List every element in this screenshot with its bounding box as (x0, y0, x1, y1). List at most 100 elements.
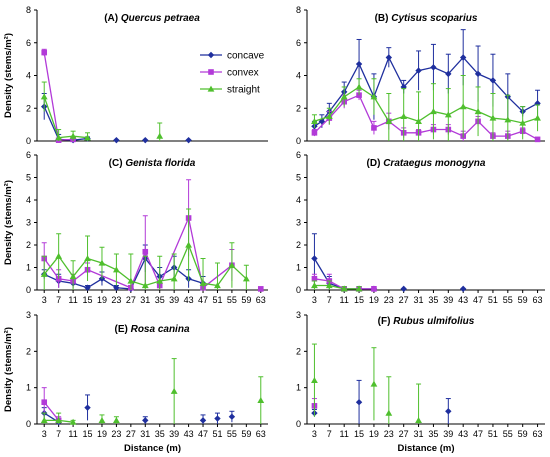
data-point (311, 255, 318, 262)
x-tick-label: 3 (312, 295, 317, 305)
data-point (141, 282, 149, 289)
y-axis-label: Density (stems/m²) (3, 327, 14, 412)
data-point (69, 273, 77, 280)
x-tick-label: 59 (518, 429, 528, 439)
x-tick-label: 19 (369, 429, 379, 439)
y-tick-label: 3 (296, 310, 301, 320)
series-straight (311, 75, 541, 141)
x-tick-label: 7 (327, 295, 332, 305)
data-point (69, 418, 77, 425)
data-point (311, 275, 318, 282)
data-point (444, 111, 452, 118)
data-point (519, 119, 527, 126)
x-tick-label: 43 (458, 429, 468, 439)
data-point (170, 275, 178, 282)
data-point (415, 117, 422, 124)
data-point (430, 64, 437, 71)
series-convex (41, 48, 76, 143)
data-point (98, 416, 106, 423)
x-tick-label: 59 (241, 429, 251, 439)
x-tick-label: 55 (227, 295, 237, 305)
data-point (474, 70, 482, 78)
data-point (355, 399, 363, 406)
y-tick-label: 4 (26, 195, 31, 205)
x-tick-label: 39 (169, 429, 179, 439)
x-tick-label: 7 (56, 295, 61, 305)
x-tick-label: 27 (126, 295, 136, 305)
panel-title: (E) Rosa canina (114, 324, 189, 335)
y-tick-label: 2 (26, 240, 31, 250)
data-point (55, 416, 63, 423)
data-point (185, 136, 192, 144)
series-straight (40, 208, 250, 290)
data-point (98, 259, 106, 266)
x-tick-label: 3 (42, 295, 47, 305)
x-tick-label: 43 (458, 295, 468, 305)
data-point (415, 67, 422, 74)
series-line (314, 86, 538, 124)
data-point (40, 416, 48, 423)
data-point (534, 136, 541, 143)
x-tick-label: 27 (399, 429, 409, 439)
data-point (170, 387, 178, 394)
x-axis-label: Distance (m) (397, 443, 454, 454)
panel-title: (A) Quercus petraea (104, 13, 200, 24)
y-axis-label: Density (stems/m²) (3, 180, 14, 265)
y-tick-label: 2 (296, 103, 301, 113)
data-point (445, 408, 452, 415)
x-tick-label: 11 (340, 429, 349, 439)
data-point (311, 130, 318, 136)
data-point (142, 136, 149, 144)
x-tick-label: 43 (184, 295, 194, 305)
y-tick-label: 6 (296, 38, 301, 48)
legend-marker (207, 85, 215, 92)
data-point (84, 404, 91, 411)
x-tick-label: 15 (354, 429, 364, 439)
y-tick-label: 2 (296, 346, 301, 356)
x-tick-label: 63 (533, 429, 543, 439)
y-tick-label: 5 (296, 173, 301, 183)
data-point (355, 83, 363, 90)
y-tick-label: 0 (26, 419, 31, 429)
data-point (430, 108, 437, 115)
x-tick-label: 63 (256, 429, 266, 439)
y-tick-label: 3 (296, 218, 301, 228)
x-tick-label: 15 (354, 295, 364, 305)
y-tick-label: 6 (26, 38, 31, 48)
data-point (445, 70, 452, 78)
x-tick-label: 35 (428, 295, 438, 305)
panel-title: (C) Genista florida (109, 158, 196, 169)
panel-1: 0 2 4 6 8 (A) Quercus petraea Density (stems/m… (3, 5, 268, 146)
x-tick-label: 59 (241, 295, 251, 305)
x-tick-label: 11 (340, 295, 349, 305)
x-tick-label: 15 (83, 429, 93, 439)
data-point (142, 417, 149, 424)
x-tick-label: 35 (155, 429, 165, 439)
y-tick-label: 1 (296, 263, 301, 273)
data-point (40, 270, 48, 277)
data-point (385, 54, 393, 61)
data-point (370, 93, 378, 100)
x-tick-label: 23 (111, 429, 121, 439)
x-tick-label: 3 (312, 429, 317, 439)
x-tick-label: 59 (518, 295, 528, 305)
data-point (489, 77, 497, 84)
data-point (340, 285, 348, 292)
data-point (214, 282, 221, 289)
data-point (257, 396, 265, 403)
legend: concave convex straight (200, 51, 265, 96)
data-point (185, 241, 192, 248)
legend-label-concave: concave (227, 51, 265, 62)
y-tick-label: 6 (26, 150, 31, 160)
data-point (415, 416, 422, 423)
y-tick-label: 6 (296, 150, 301, 160)
series-line (43, 106, 88, 141)
data-point (199, 417, 207, 424)
y-tick-label: 0 (296, 136, 301, 146)
data-point (325, 282, 333, 289)
data-point (459, 54, 467, 61)
